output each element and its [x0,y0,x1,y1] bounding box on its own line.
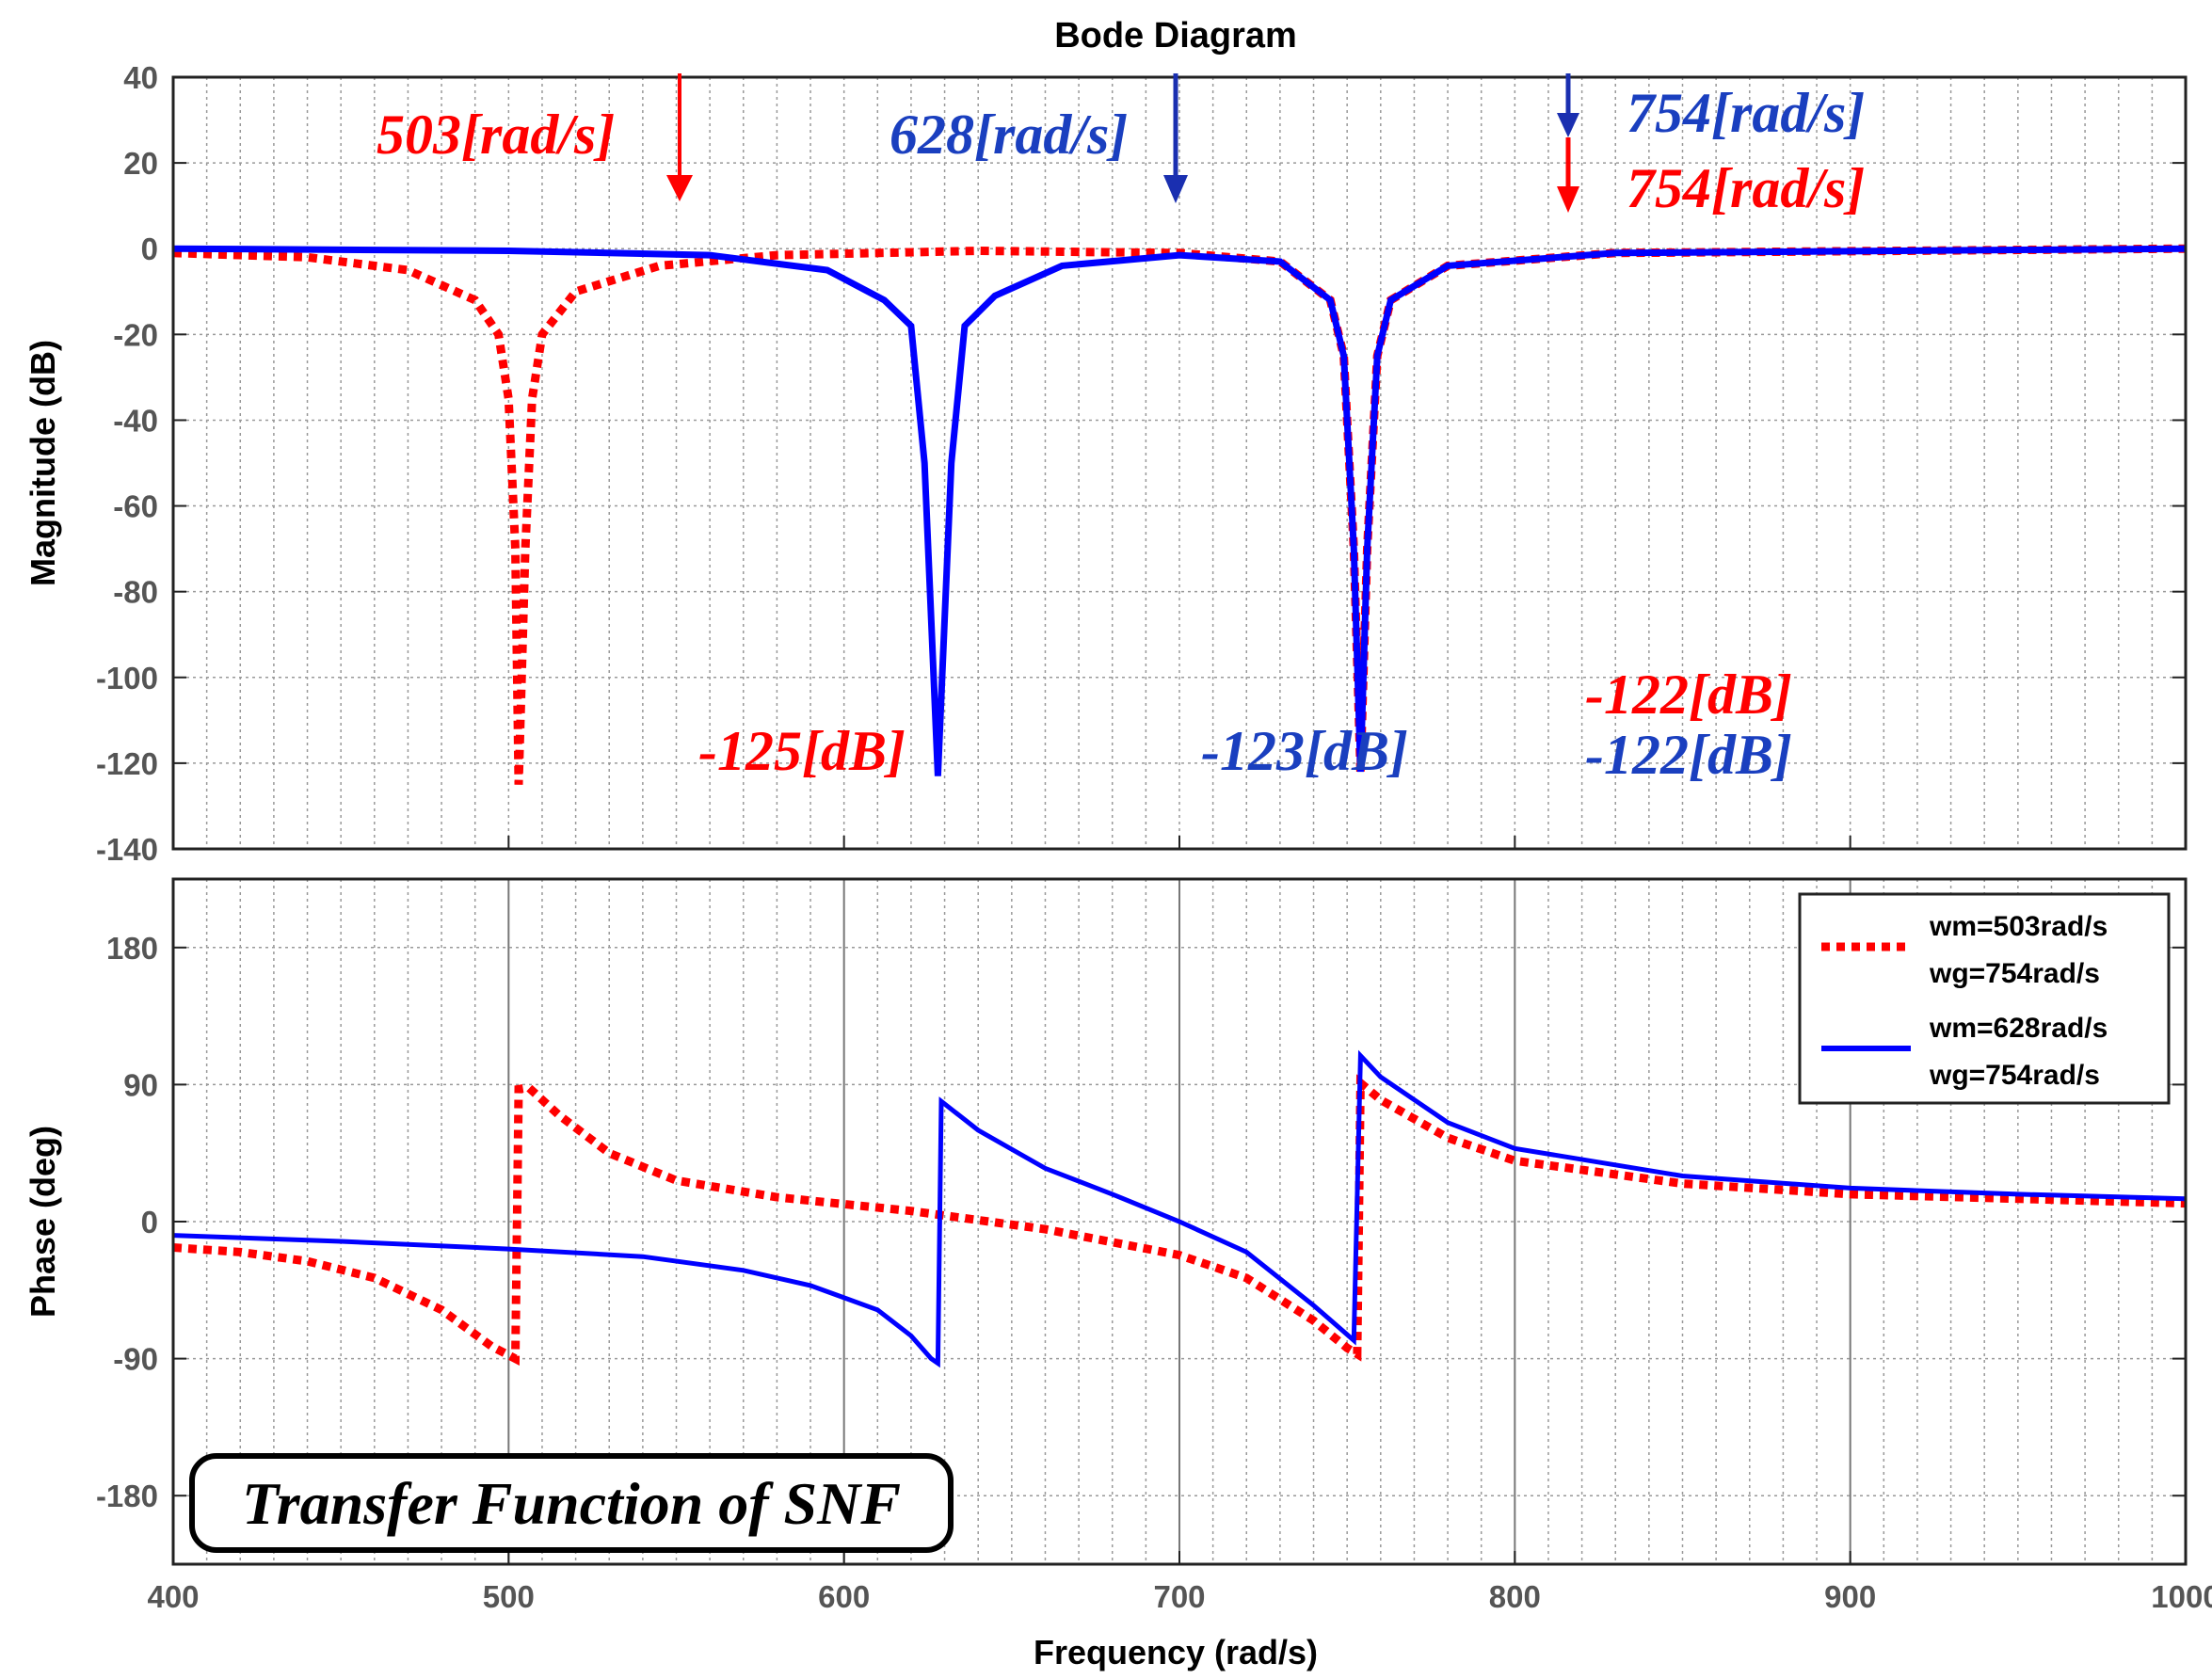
magnitude-axes-background [173,77,2186,849]
phase-tick-label: 90 [123,1067,158,1102]
mag-tick-label: -100 [96,661,158,696]
magnitude-y-ticks: 40 20 0 -20 -40 -60 -80 -100 -120 -140 [96,60,2186,867]
annotation-754-rads-blue: 754[rad/s] [1627,82,1865,144]
caption-box-border [189,1453,954,1553]
x-tick-label: 600 [818,1579,870,1614]
phase-tick-label: 0 [141,1205,158,1239]
phase-tick-label: -180 [96,1479,158,1513]
phase-tick-label: 180 [106,931,158,966]
magnitude-series-wm503 [173,244,2186,785]
legend-entry-2-line2: wg=754rad/s [1929,1060,2100,1091]
annotation-122-db-blue: -122[dB] [1585,724,1792,786]
arrow-628-blue [1163,73,1188,203]
phase-y-ticks: 180 90 0 -90 -180 [96,931,2186,1513]
legend-entry-1-line1: wm=503rad/s [1929,911,2108,942]
x-axis-label: Frequency (rad/s) [1034,1633,1318,1671]
annotation-754-rads-red: 754[rad/s] [1627,157,1865,219]
caption-text: Transfer Function of SNF [242,1470,901,1537]
mag-tick-label: -20 [113,317,158,352]
mag-tick-label: 20 [123,146,158,181]
caption-box: Transfer Function of SNF [189,1453,954,1553]
x-tick-label: 1000 [2151,1579,2212,1614]
chart-title: Bode Diagram [1054,16,1297,56]
phase-series-wm503 [173,1074,2186,1366]
arrow-754-red [1557,137,1579,213]
mag-tick-label: -140 [96,832,158,867]
legend-box [1798,892,2171,1105]
annotation-503-rads: 503[rad/s] [377,104,615,166]
annotation-125-db: -125[dB] [698,720,906,782]
annotation-628-rads: 628[rad/s] [890,104,1128,166]
mag-tick-label: 40 [123,60,158,95]
x-tick-label: 900 [1824,1579,1876,1614]
phase-y-label: Phase (deg) [24,1126,62,1318]
legend: wm=503rad/s wg=754rad/s wm=628rad/s wg=7… [1798,892,2171,1105]
x-tick-label: 800 [1489,1579,1541,1614]
mag-tick-label: 0 [141,232,158,266]
magnitude-y-label: Magnitude (dB) [24,340,62,586]
phase-tick-label: -90 [113,1342,158,1377]
mag-tick-label: -80 [113,575,158,610]
x-tick-label: 500 [483,1579,535,1614]
arrow-754-blue [1557,73,1579,137]
mag-tick-label: -60 [113,489,158,524]
mag-tick-label: -40 [113,403,158,438]
mag-tick-label: -120 [96,746,158,781]
annotation-122-db-red: -122[dB] [1585,664,1792,726]
legend-entry-1-line2: wg=754rad/s [1929,958,2100,989]
arrow-503-red [666,73,693,201]
x-axis-ticks: 400 500 600 700 800 900 1000 [147,836,2212,1614]
phase-series-wm628 [173,1049,2186,1368]
magnitude-series-wm628 [173,245,2186,776]
legend-entry-2-line1: wm=628rad/s [1929,1013,2108,1044]
annotation-123-db: -123[dB] [1201,720,1408,782]
x-tick-label: 700 [1153,1579,1205,1614]
x-tick-label: 400 [147,1579,199,1614]
